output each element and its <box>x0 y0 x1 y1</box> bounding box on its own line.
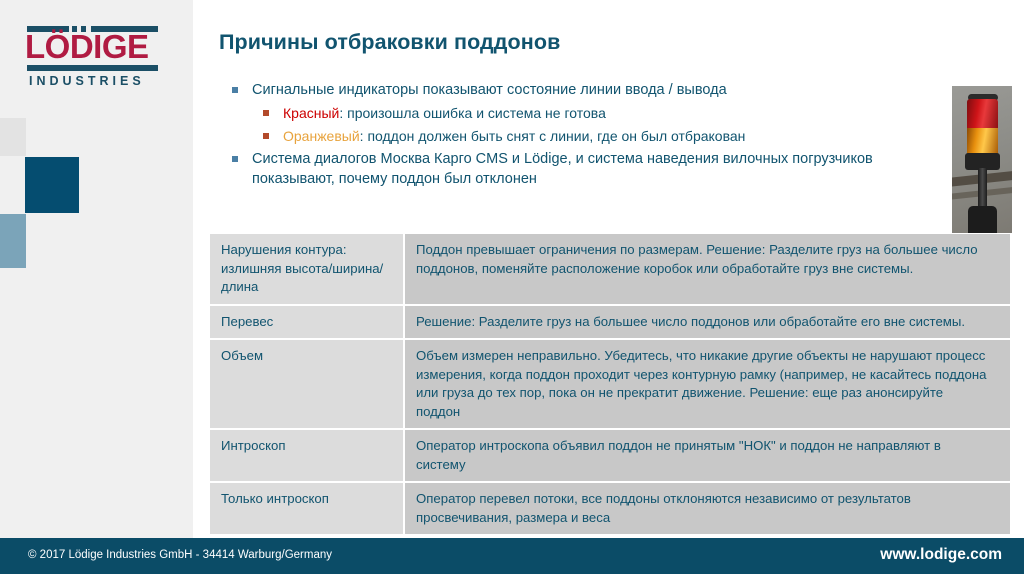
lamp-orange-segment <box>967 128 998 154</box>
table-cell-cause: Только интроскоп <box>210 482 405 534</box>
rejection-reasons-table: Нарушения контура: излишняя высота/ширин… <box>210 234 1010 534</box>
table-cell-cause: Нарушения контура: излишняя высота/ширин… <box>210 234 405 306</box>
table-row: Объем Объем измерен неправильно. Убедите… <box>210 339 1010 430</box>
decorative-square-teal <box>25 157 79 213</box>
page-title: Причины отбраковки поддонов <box>219 30 561 54</box>
table-cell-description: Объем измерен неправильно. Убедитесь, чт… <box>404 339 1010 430</box>
table-cell-description: Решение: Разделите груз на большее число… <box>404 304 1010 340</box>
bullet-body: произошла ошибка и система не готова <box>347 105 606 121</box>
table-row: Нарушения контура: излишняя высота/ширин… <box>210 234 1010 306</box>
table-cell-description: Поддон превышает ограничения по размерам… <box>404 234 1010 306</box>
lodige-logo: LÖDIGE INDUSTRIES <box>25 20 165 92</box>
bullet-item: Красный: произошла ошибка и система не г… <box>232 103 952 123</box>
table-row: Интроскоп Оператор интроскопа объявил по… <box>210 429 1010 483</box>
bullet-text: Сигнальные индикаторы показывают состоян… <box>252 82 727 98</box>
lamp-red-segment <box>967 99 998 129</box>
footer-copyright: © 2017 Lödige Industries GmbH - 34414 Wa… <box>28 549 333 561</box>
bullet-item: Система диалогов Москва Карго CMS и Lödi… <box>232 149 952 189</box>
decorative-square-gray <box>0 118 26 156</box>
table-cell-description: Оператор перевел потоки, все поддоны отк… <box>404 482 1010 534</box>
lamp-foot <box>968 206 997 233</box>
table-cell-cause: Интроскоп <box>210 429 405 483</box>
bullet-separator: : <box>339 105 348 121</box>
lamp-cap <box>968 94 998 101</box>
lamp-pole <box>978 168 987 210</box>
logo-umlaut-gap <box>69 26 91 32</box>
bullet-item: Оранжевый: поддон должен быть снят с лин… <box>232 126 952 146</box>
bullet-item: Сигнальные индикаторы показывают состоян… <box>232 80 952 100</box>
footer-bar: © 2017 Lödige Industries GmbH - 34414 Wa… <box>0 538 1024 574</box>
table-row: Перевес Решение: Разделите груз на больш… <box>210 304 1010 340</box>
bullet-text: Оранжевый: поддон должен быть снят с лин… <box>283 126 952 146</box>
bullet-list: Сигнальные индикаторы показывают состоян… <box>232 80 952 192</box>
table-row: Только интроскоп Оператор перевел потоки… <box>210 482 1010 534</box>
bullet-text: Красный: произошла ошибка и система не г… <box>283 103 952 123</box>
logo-wordmark: LÖDIGE <box>25 28 149 65</box>
lamp-base <box>965 153 1000 170</box>
band-separator <box>193 0 198 538</box>
bullet-keyword: Красный <box>283 105 340 121</box>
signal-tower-lamp-photo <box>952 86 1012 233</box>
bullet-text: Система диалогов Москва Карго CMS и Lödi… <box>252 151 873 187</box>
table-cell-cause: Перевес <box>210 304 405 340</box>
bullet-marker-icon <box>263 133 269 139</box>
left-decorative-band <box>0 0 193 538</box>
decorative-square-lightblue <box>0 214 26 268</box>
bullet-marker-icon <box>232 87 238 93</box>
table-cell-description: Оператор интроскопа объявил поддон не пр… <box>404 429 1010 483</box>
logo-bar-top <box>27 26 158 32</box>
band-inner <box>25 0 193 538</box>
table-cell-cause: Объем <box>210 339 405 430</box>
logo-subtitle: INDUSTRIES <box>29 74 145 88</box>
bullet-body: поддон должен быть снят с линии, где он … <box>367 128 746 144</box>
logo-bar-bottom <box>27 65 158 71</box>
bullet-separator: : <box>359 128 368 144</box>
bullet-keyword: Оранжевый <box>283 128 360 144</box>
logo-dot-right <box>81 26 86 32</box>
bullet-marker-icon <box>263 110 269 116</box>
logo-dot-left <box>72 26 77 32</box>
bullet-marker-icon <box>232 156 238 162</box>
footer-website[interactable]: www.lodige.com <box>880 546 1002 563</box>
